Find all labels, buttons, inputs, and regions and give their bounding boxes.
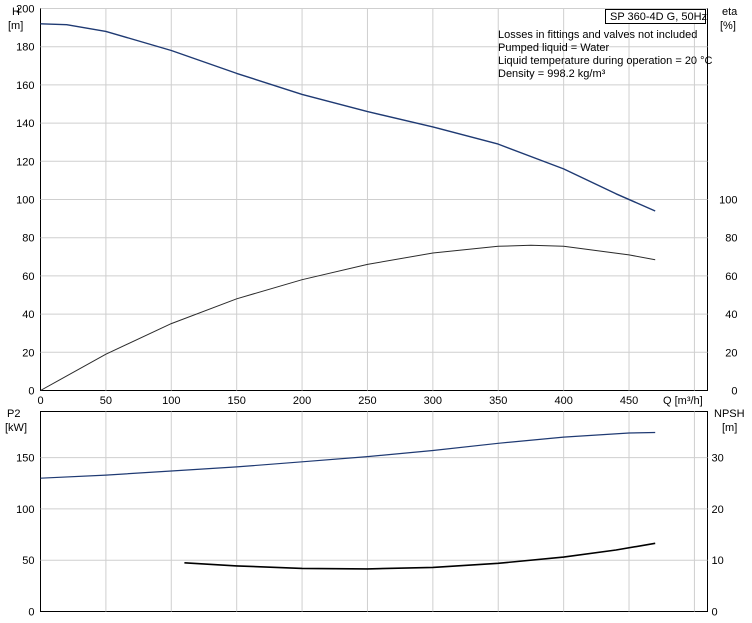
y-right-label-npsh: NPSH — [714, 408, 745, 420]
y-left-label-p2: P2 — [7, 408, 20, 420]
npsh-tick-label: 30 — [712, 453, 724, 465]
y-left-tick-label: 100 — [16, 195, 34, 207]
bottom-grid — [40, 411, 708, 612]
title-box — [605, 9, 706, 24]
top-ticks: 0 20 40 60 80 100 120 140 160 180 200 0 20 40 60 80 100 0… — [16, 4, 737, 408]
npsh-tick-label: 10 — [712, 555, 724, 567]
x-tick-label: 250 — [358, 395, 376, 407]
notes-block: Losses in fittings and valves not includ… — [498, 29, 713, 80]
bottom-panel: 0 50 100 150 0 10 20 30 P2 [kW] NPSH [m] — [5, 408, 745, 619]
bottom-series — [40, 431, 656, 570]
head-curve — [40, 23, 656, 212]
y-left-tick-label: 20 — [22, 347, 34, 359]
p2-tick-label: 50 — [22, 555, 34, 567]
y-left-tick-label: 140 — [16, 118, 34, 130]
npsh-curve — [184, 542, 656, 570]
p2-tick-label: 150 — [16, 453, 34, 465]
y-left-tick-label: 60 — [22, 271, 34, 283]
y-left-label-kw: [kW] — [5, 422, 27, 434]
y-right-label-eta: eta — [722, 6, 738, 18]
note-liquid: Pumped liquid = Water — [498, 42, 610, 54]
y-right-tick-label: 100 — [719, 195, 737, 207]
x-tick-label: 200 — [293, 395, 311, 407]
note-losses: Losses in fittings and valves not includ… — [498, 29, 697, 41]
x-tick-label: 50 — [100, 395, 112, 407]
x-tick-label: 450 — [620, 395, 638, 407]
bottom-ticks: 0 50 100 150 0 10 20 30 — [16, 453, 724, 619]
x-tick-label: 300 — [424, 395, 442, 407]
y-left-label-h: H — [12, 6, 20, 18]
p2-tick-label: 0 — [28, 607, 34, 619]
x-tick-label: 400 — [554, 395, 572, 407]
y-left-tick-label: 80 — [22, 233, 34, 245]
x-tick-label: 100 — [162, 395, 180, 407]
y-left-tick-label: 40 — [22, 309, 34, 321]
top-series — [40, 23, 656, 391]
y-left-tick-label: 0 — [28, 386, 34, 398]
y-right-label-m: [m] — [722, 422, 737, 434]
x-tick-label: 350 — [489, 395, 507, 407]
p2-tick-label: 100 — [16, 504, 34, 516]
y-left-tick-label: 120 — [16, 156, 34, 168]
efficiency-curve — [40, 244, 656, 391]
top-grid — [40, 8, 708, 391]
y-left-tick-label: 180 — [16, 42, 34, 54]
note-temperature: Liquid temperature during operation = 20… — [498, 55, 713, 67]
y-right-tick-label: 60 — [725, 271, 737, 283]
npsh-tick-label: 20 — [712, 504, 724, 516]
y-right-tick-label: 80 — [725, 233, 737, 245]
power-curve — [40, 431, 656, 479]
y-right-label-unit: [%] — [720, 20, 736, 32]
bottom-plot-area — [40, 411, 708, 612]
note-density: Density = 998.2 kg/m³ — [498, 68, 606, 80]
y-left-tick-label: 200 — [16, 4, 34, 16]
x-tick-label: 150 — [227, 395, 245, 407]
y-right-tick-label: 20 — [725, 347, 737, 359]
y-right-tick-label: 40 — [725, 309, 737, 321]
y-left-tick-label: 160 — [16, 80, 34, 92]
x-axis-label: Q [m³/h] — [663, 395, 703, 407]
x-tick-label: 0 — [37, 395, 43, 407]
y-left-label-unit: [m] — [8, 20, 23, 32]
npsh-tick-label: 0 — [712, 607, 718, 619]
y-right-tick-label: 0 — [731, 386, 737, 398]
chart-title: SP 360-4D G, 50Hz — [610, 11, 707, 23]
top-panel: 0 20 40 60 80 100 120 140 160 180 200 0 20 40 60 80 100 0… — [8, 4, 738, 408]
